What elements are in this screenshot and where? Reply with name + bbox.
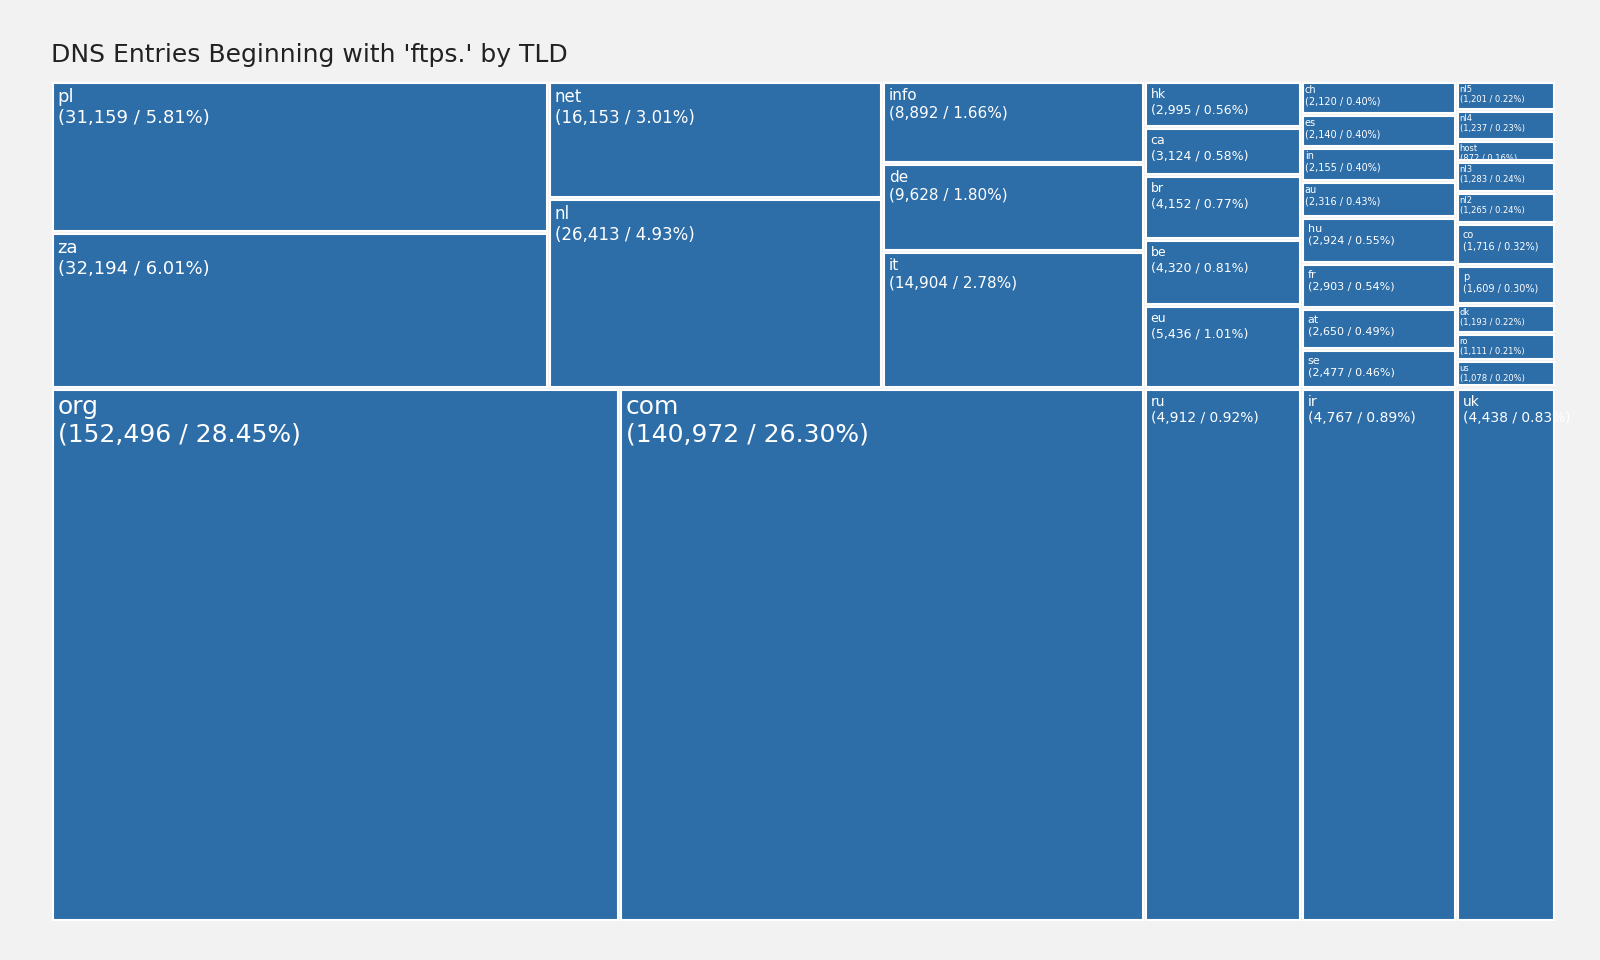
Bar	[1458, 142, 1554, 160]
Bar	[1146, 307, 1299, 387]
Text: nl4
(1,237 / 0.23%): nl4 (1,237 / 0.23%)	[1459, 114, 1525, 133]
Text: net
(16,153 / 3.01%): net (16,153 / 3.01%)	[555, 88, 694, 127]
Text: es
(2,140 / 0.40%): es (2,140 / 0.40%)	[1304, 118, 1381, 140]
Bar	[550, 200, 880, 387]
Text: pl
(31,159 / 5.81%): pl (31,159 / 5.81%)	[58, 88, 210, 127]
Text: za
(32,194 / 6.01%): za (32,194 / 6.01%)	[58, 239, 210, 277]
Bar	[1302, 390, 1454, 920]
Text: ru
(4,912 / 0.92%): ru (4,912 / 0.92%)	[1150, 396, 1259, 425]
Text: fr
(2,903 / 0.54%): fr (2,903 / 0.54%)	[1307, 270, 1394, 292]
Text: co
(1,716 / 0.32%): co (1,716 / 0.32%)	[1462, 230, 1538, 252]
Text: info
(8,892 / 1.66%): info (8,892 / 1.66%)	[888, 88, 1008, 121]
Bar	[1458, 335, 1554, 359]
Bar	[1458, 194, 1554, 222]
Bar	[1146, 84, 1299, 126]
Bar	[621, 390, 1142, 920]
Text: be
(4,320 / 0.81%): be (4,320 / 0.81%)	[1150, 246, 1248, 275]
Text: au
(2,316 / 0.43%): au (2,316 / 0.43%)	[1304, 185, 1381, 206]
Text: it
(14,904 / 2.78%): it (14,904 / 2.78%)	[888, 258, 1018, 291]
Text: br
(4,152 / 0.77%): br (4,152 / 0.77%)	[1150, 182, 1248, 210]
Text: com
(140,972 / 26.30%): com (140,972 / 26.30%)	[626, 396, 869, 447]
Text: ca
(3,124 / 0.58%): ca (3,124 / 0.58%)	[1150, 134, 1248, 162]
Text: ir
(4,767 / 0.89%): ir (4,767 / 0.89%)	[1307, 396, 1416, 425]
Bar	[1458, 306, 1554, 332]
Text: nl5
(1,201 / 0.22%): nl5 (1,201 / 0.22%)	[1459, 85, 1525, 105]
Bar	[1146, 390, 1299, 920]
Bar	[1458, 163, 1554, 191]
Text: at
(2,650 / 0.49%): at (2,650 / 0.49%)	[1307, 315, 1394, 337]
Bar	[883, 253, 1142, 387]
Bar	[53, 390, 618, 920]
Text: nl3
(1,283 / 0.24%): nl3 (1,283 / 0.24%)	[1459, 165, 1525, 184]
Bar	[1302, 351, 1454, 387]
Bar	[1458, 362, 1554, 385]
Text: p
(1,609 / 0.30%): p (1,609 / 0.30%)	[1462, 272, 1538, 294]
Text: se
(2,477 / 0.46%): se (2,477 / 0.46%)	[1307, 356, 1395, 377]
Bar	[1458, 225, 1554, 264]
Text: org
(152,496 / 28.45%): org (152,496 / 28.45%)	[58, 396, 301, 447]
Text: nl
(26,413 / 4.93%): nl (26,413 / 4.93%)	[555, 205, 694, 244]
Bar	[883, 165, 1142, 251]
Text: eu
(5,436 / 1.01%): eu (5,436 / 1.01%)	[1150, 312, 1248, 340]
Bar	[1302, 219, 1454, 262]
Text: ch
(2,120 / 0.40%): ch (2,120 / 0.40%)	[1304, 85, 1381, 107]
Text: nl2
(1,265 / 0.24%): nl2 (1,265 / 0.24%)	[1459, 196, 1525, 215]
Bar	[1302, 265, 1454, 307]
Bar	[883, 84, 1142, 162]
Bar	[1458, 112, 1554, 139]
Bar	[1302, 84, 1454, 113]
Bar	[1302, 183, 1454, 216]
Bar	[53, 84, 547, 231]
Text: uk
(4,438 / 0.83%): uk (4,438 / 0.83%)	[1462, 396, 1570, 425]
Text: de
(9,628 / 1.80%): de (9,628 / 1.80%)	[888, 170, 1008, 203]
Bar	[1302, 116, 1454, 146]
Bar	[1302, 149, 1454, 180]
Bar	[1458, 390, 1554, 920]
Text: host
(872 / 0.16%): host (872 / 0.16%)	[1459, 144, 1517, 163]
Text: in
(2,155 / 0.40%): in (2,155 / 0.40%)	[1304, 151, 1381, 173]
Bar	[1302, 310, 1454, 348]
Text: ro
(1,111 / 0.21%): ro (1,111 / 0.21%)	[1459, 337, 1525, 356]
Text: DNS Entries Beginning with 'ftps.' by TLD: DNS Entries Beginning with 'ftps.' by TL…	[51, 43, 568, 67]
Bar	[1146, 177, 1299, 238]
Text: hu
(2,924 / 0.55%): hu (2,924 / 0.55%)	[1307, 224, 1395, 246]
Text: dk
(1,193 / 0.22%): dk (1,193 / 0.22%)	[1459, 308, 1525, 327]
Text: hk
(2,995 / 0.56%): hk (2,995 / 0.56%)	[1150, 88, 1248, 116]
Bar	[53, 234, 547, 387]
Bar	[1146, 241, 1299, 304]
Bar	[550, 84, 880, 197]
Bar	[1458, 84, 1554, 109]
Text: us
(1,078 / 0.20%): us (1,078 / 0.20%)	[1459, 364, 1525, 383]
Bar	[1458, 267, 1554, 303]
Bar	[1146, 129, 1299, 174]
